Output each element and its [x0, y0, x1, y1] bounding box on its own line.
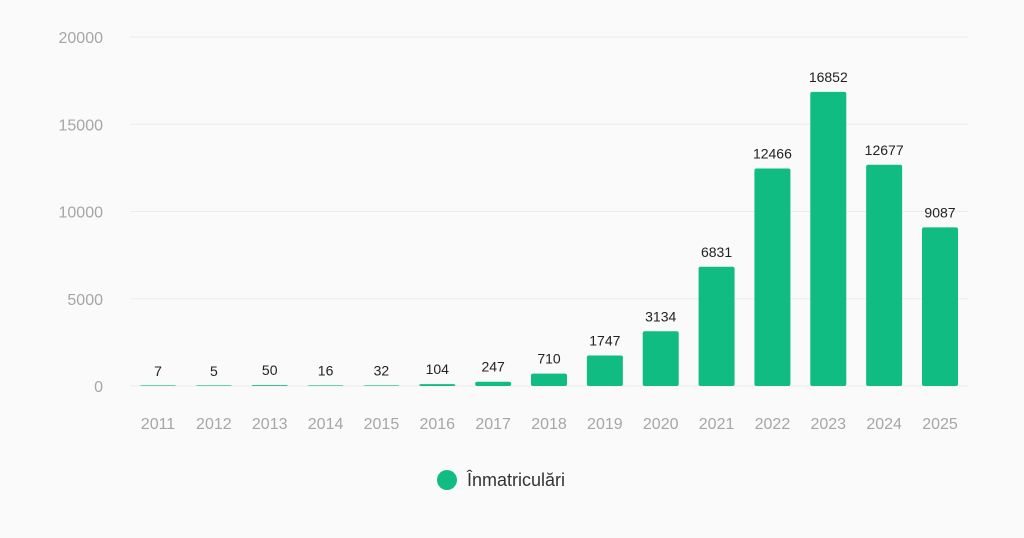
legend-label[interactable]: Înmatriculări	[466, 470, 565, 490]
data-label-2020: 3134	[645, 308, 676, 324]
x-tick-label-2015: 2015	[364, 416, 400, 433]
data-label-2018: 710	[537, 351, 561, 367]
bar-2014[interactable]	[307, 385, 344, 386]
bar-2013[interactable]	[251, 385, 288, 386]
data-label-2013: 50	[262, 362, 278, 378]
legend-swatch-icon[interactable]	[437, 470, 457, 490]
data-label-2011: 7	[154, 363, 162, 379]
y-tick-label: 15000	[59, 117, 104, 134]
y-axis-ticks: 0 5000 10000 15000 20000	[59, 30, 104, 396]
x-tick-label-2025: 2025	[922, 416, 958, 433]
x-tick-label-2012: 2012	[196, 416, 232, 433]
x-tick-label-2016: 2016	[419, 416, 455, 433]
bar-2017[interactable]	[475, 381, 512, 386]
bars	[140, 91, 958, 386]
bar-2015[interactable]	[363, 385, 400, 386]
bar-2016[interactable]	[419, 384, 456, 386]
data-label-2025: 9087	[924, 204, 955, 220]
data-label-2019: 1747	[589, 333, 620, 349]
x-axis-ticks: 2011 2012 2013 2014 2015 2016 2017 2018 2019 2020…	[141, 416, 958, 433]
data-labels: 7 5 50 16 32 104 247 710 1747 3134 6831 12466 16852 1…	[154, 69, 956, 379]
x-tick-label-2022: 2022	[755, 416, 791, 433]
data-label-2016: 104	[426, 361, 450, 377]
data-label-2015: 32	[374, 362, 390, 378]
data-label-2022: 12466	[753, 145, 792, 161]
y-tick-label: 0	[94, 379, 103, 396]
bar-2021[interactable]	[698, 266, 735, 386]
x-tick-label-2020: 2020	[643, 416, 679, 433]
x-tick-label-2011: 2011	[141, 416, 176, 433]
x-tick-label-2018: 2018	[531, 416, 567, 433]
x-tick-label-2017: 2017	[475, 416, 511, 433]
x-tick-label-2023: 2023	[810, 416, 846, 433]
x-tick-label-2021: 2021	[699, 416, 735, 433]
data-label-2023: 16852	[809, 69, 848, 85]
y-tick-label: 10000	[59, 205, 104, 222]
bar-2012[interactable]	[195, 385, 232, 386]
y-tick-label: 20000	[59, 30, 104, 47]
x-tick-label-2024: 2024	[866, 416, 902, 433]
data-label-2021: 6831	[701, 244, 732, 260]
data-label-2012: 5	[210, 363, 218, 379]
x-tick-label-2014: 2014	[308, 416, 344, 433]
bar-2011[interactable]	[140, 385, 176, 386]
bar-2022[interactable]	[754, 168, 791, 386]
bar-2018[interactable]	[531, 373, 567, 386]
data-label-2014: 16	[318, 363, 334, 379]
y-tick-label: 5000	[67, 292, 103, 309]
x-tick-label-2019: 2019	[587, 416, 623, 433]
data-label-2017: 247	[481, 359, 505, 375]
bar-2019[interactable]	[586, 355, 623, 386]
legend[interactable]: Înmatriculări	[437, 470, 565, 490]
data-label-2024: 12677	[865, 142, 904, 158]
bar-2025[interactable]	[922, 227, 958, 386]
bar-2023[interactable]	[810, 91, 847, 386]
x-tick-label-2013: 2013	[252, 416, 288, 433]
bar-2020[interactable]	[642, 331, 679, 386]
bar-2024[interactable]	[866, 164, 903, 386]
